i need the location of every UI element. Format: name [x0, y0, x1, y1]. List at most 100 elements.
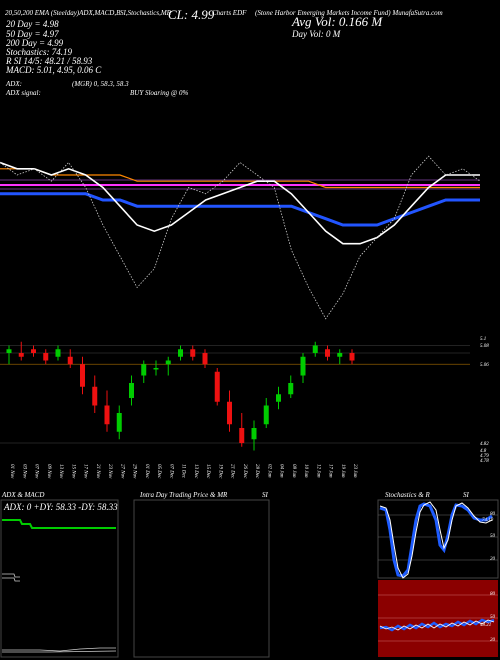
- date-label: 15 Nov: [70, 464, 75, 479]
- stoch-level-label-80: 80: [490, 512, 495, 517]
- date-label: 13 Dec: [193, 464, 198, 479]
- candle-body: [165, 360, 171, 365]
- date-label: 27 Nov: [119, 464, 124, 479]
- date-label: 07 Dec: [168, 464, 173, 479]
- intraday-panel-title: Intra Day Trading Price & MR: [140, 491, 228, 499]
- candle-body: [214, 371, 220, 402]
- date-label: 17 Jan: [328, 464, 333, 478]
- price-axis-label: 4.8: [480, 449, 487, 454]
- candle-body: [300, 356, 306, 376]
- candle-body: [349, 353, 355, 361]
- stoch-white-line: [379, 501, 493, 579]
- rsi-white-line: [379, 619, 495, 631]
- adx-ma-lines: [2, 573, 20, 582]
- price-chart: 5.15.085.064.824.84.794.78 01 Nov 03 Nov 0…: [0, 155, 489, 479]
- rsi-panel-bg: [378, 580, 498, 657]
- candle-body: [116, 413, 122, 432]
- rsi-level-label-50: 50: [490, 615, 495, 620]
- avg-volume-readout: Avg Vol: 0.166 M: [292, 14, 383, 29]
- stoch-level-label-50: 50: [490, 534, 495, 539]
- rsi-readout: R SI 14/5: 48.21 / 58.93: [6, 56, 93, 66]
- candle-body: [18, 353, 24, 357]
- company-name: (Stone Harbor Emerging Markets Income Fu…: [255, 9, 443, 17]
- candle-body: [6, 349, 12, 353]
- date-label: 19 Jan: [340, 464, 345, 478]
- buy-signal-text: BUY Sloaring @ 0%: [130, 89, 189, 97]
- date-label: 23 Jan: [352, 464, 357, 478]
- date-label: 12 Jan: [315, 464, 320, 478]
- candle-body: [325, 349, 330, 357]
- stoch-panel-frame: [377, 499, 499, 579]
- date-label: 11 Dec: [181, 464, 186, 479]
- charts-label: Charts EDF: [212, 9, 247, 17]
- candle-body: [251, 428, 257, 440]
- rsi-value-label: 48.21: [480, 623, 492, 628]
- date-label: 28 Dec: [254, 464, 259, 479]
- stochastics-readout: Stochastics: 74.19: [6, 47, 72, 57]
- candle-body: [178, 349, 183, 357]
- date-label: 04 Jan: [279, 464, 284, 478]
- ema200-line: [0, 168, 480, 189]
- ema200-readout: 200 Day = 4.99: [6, 38, 64, 48]
- candle-body: [55, 349, 61, 357]
- date-axis: 01 Nov 03 Nov 07 Nov 09 Nov 13 Nov 15 Nov 17 N…: [9, 464, 357, 479]
- adx-signal-label: ADX signal:: [6, 89, 41, 97]
- price-axis: 5.1 5.08 5.06 4.82 4.84.794.78: [480, 337, 489, 464]
- candle-body: [288, 383, 294, 395]
- date-label: 21 Nov: [95, 464, 100, 479]
- adx-value: (MGR) 0, 58.3, 58.3: [72, 80, 129, 88]
- candle-body: [80, 364, 85, 387]
- candle-body: [190, 349, 196, 357]
- intraday-panel-frame: [133, 499, 270, 658]
- rsi-level-label-80: 80: [490, 592, 495, 597]
- price-axis-label: 5.1: [480, 337, 486, 342]
- close-dotted-line: [0, 155, 481, 320]
- date-label: 07 Nov: [34, 464, 39, 479]
- candle-body: [337, 353, 343, 357]
- candle-body: [92, 386, 98, 406]
- date-label: 15 Dec: [205, 464, 210, 479]
- ema-overview-zone: [0, 155, 481, 320]
- date-label: 05 Dec: [156, 464, 161, 479]
- date-label: 29 Nov: [132, 464, 137, 479]
- candle-body: [312, 345, 318, 353]
- candle-body: [67, 356, 73, 365]
- rsi-level-label-20: 20: [490, 638, 495, 643]
- day-volume-readout: Day Vol: 0 M: [292, 29, 341, 39]
- date-label: 17 Nov: [83, 464, 88, 479]
- candle-body: [276, 394, 281, 402]
- candle-body: [104, 405, 110, 425]
- ema50-line: [0, 192, 480, 227]
- price-axis-label: 4.82: [480, 442, 489, 447]
- date-label: 26 Dec: [242, 464, 247, 479]
- price-axis-label: 5.06: [480, 363, 489, 368]
- date-label: 01 Dec: [144, 464, 149, 479]
- date-label: 13 Nov: [58, 464, 63, 479]
- date-label: 21 Dec: [230, 464, 235, 479]
- price-axis-label: 5.08: [480, 344, 489, 349]
- candle-body: [129, 383, 134, 398]
- date-label: 03 Nov: [21, 464, 26, 479]
- macd-lines: [2, 647, 117, 653]
- header-ticker-line: 20,50,200 EMA (Steelday)ADX,MACD,B: [5, 9, 121, 17]
- date-label: 09 Nov: [46, 464, 51, 479]
- ema50-readout: 50 Day = 4.97: [6, 29, 59, 39]
- rsi-blue-line: [379, 618, 495, 632]
- price-axis-label: 4.78: [480, 459, 489, 464]
- date-label: 08 Jan: [291, 464, 296, 478]
- candle-body: [263, 405, 269, 425]
- close-price-label: CL: 4.99: [168, 7, 215, 22]
- candlestick-zone: [0, 341, 470, 451]
- candle-body: [239, 428, 245, 443]
- date-label: 01 Nov: [9, 464, 14, 479]
- stoch-panel-title: Stochastics & R: [385, 491, 430, 499]
- stoch-level-label-20: 20: [490, 557, 495, 562]
- candle-body: [153, 368, 159, 370]
- header-stoch-title: SI,Stochastics,MR: [120, 9, 171, 17]
- candle-body: [227, 401, 232, 425]
- ema20-line: [0, 161, 480, 245]
- adx-panel-frame: [0, 499, 119, 658]
- stoch-blue-line: [379, 502, 493, 578]
- ema20-readout: 20 Day = 4.98: [6, 19, 59, 29]
- adx-panel-title: ADX & MACD: [2, 491, 45, 499]
